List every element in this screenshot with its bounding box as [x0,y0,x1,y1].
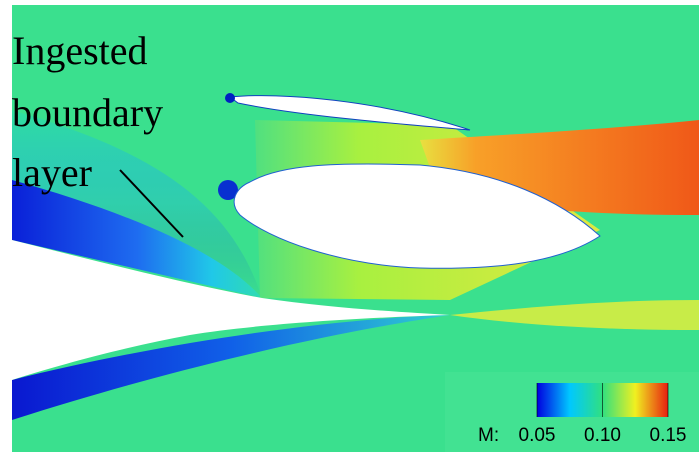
colorbar-tick-label: 0.05 [519,425,556,446]
figure: Ingested boundary layer M: 0.05 0.10 0.15 [0,0,699,452]
annotation-text: boundary [12,90,163,135]
annotation-text: Ingested [12,28,148,73]
stagnation [225,93,235,103]
colorbar-label: M: [478,425,499,446]
annotation-text: layer [12,150,92,195]
colorbar-tick-label: 0.15 [650,425,687,446]
colorbar-tick-label: 0.10 [584,425,621,446]
